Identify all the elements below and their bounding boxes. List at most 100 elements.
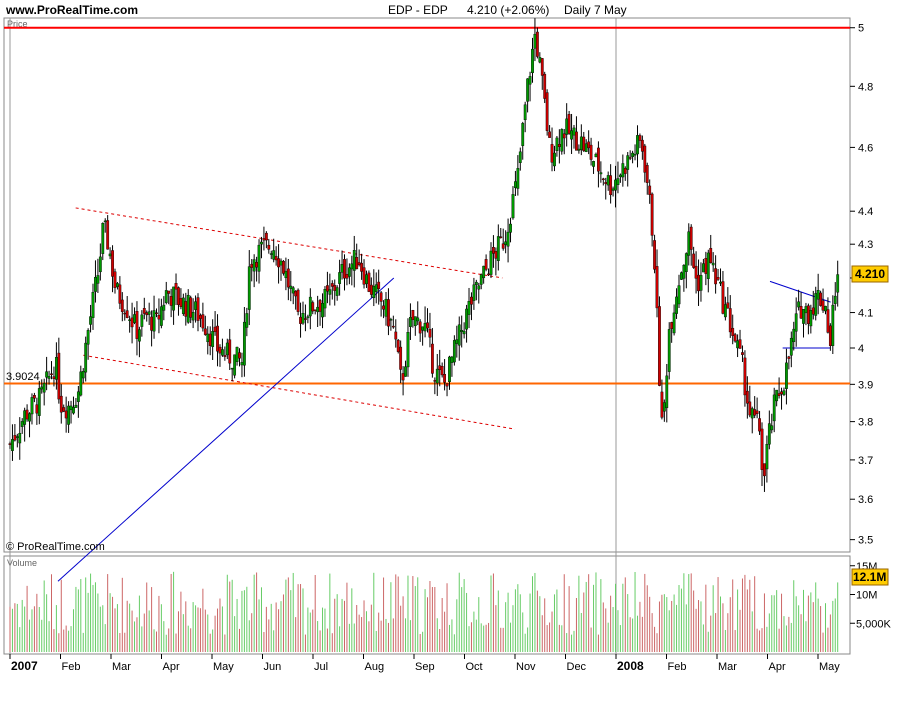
candle-body	[809, 310, 813, 327]
price-axis: 3.53.63.73.83.944.14.24.34.44.64.85	[850, 23, 873, 547]
candle-body	[54, 357, 58, 380]
candle-body	[211, 331, 215, 347]
svg-text:4.210: 4.210	[855, 267, 885, 281]
price-tick-label: 5	[858, 23, 864, 35]
candle-body	[582, 136, 586, 152]
candle-body	[787, 356, 791, 359]
candle-body	[531, 48, 534, 74]
candle-body	[369, 284, 373, 295]
candle-body	[484, 259, 488, 270]
candle-body	[421, 326, 425, 331]
candle-body	[84, 342, 88, 373]
candle-body	[785, 362, 788, 389]
candle-body	[423, 322, 427, 332]
candle-body	[741, 352, 744, 355]
candle-body	[8, 443, 12, 445]
candle-body	[387, 299, 390, 327]
candle-body	[470, 296, 473, 305]
candle-body	[62, 407, 66, 412]
price-tick-label: 4.6	[858, 142, 873, 154]
volume-bars	[9, 571, 839, 652]
candle-body	[15, 436, 19, 438]
candle-body	[445, 383, 449, 387]
candle-body	[589, 144, 593, 160]
candle-body	[706, 252, 710, 279]
candle-body	[560, 129, 564, 152]
price-tick-label: 3.6	[858, 494, 873, 506]
candle-body	[577, 148, 581, 151]
candle-body	[723, 304, 727, 318]
candle-body	[738, 339, 742, 349]
candle-body	[521, 123, 525, 146]
candle-body	[262, 238, 266, 241]
candle-body	[103, 220, 107, 223]
candle-body	[802, 309, 805, 324]
last-price-tag: 4.210	[851, 265, 889, 283]
candle-body	[255, 262, 258, 268]
candle-body	[101, 223, 105, 254]
copyright: © ProRealTime.com	[6, 541, 105, 553]
candle-body	[37, 388, 41, 416]
candle-body	[460, 330, 464, 332]
candle-body	[814, 293, 818, 316]
time-tick-label: Mar	[112, 661, 131, 673]
candle-body	[450, 356, 454, 363]
candle-body	[428, 328, 432, 338]
candle-body	[479, 274, 483, 285]
candle-body	[206, 333, 210, 343]
candle-body	[162, 304, 166, 311]
candle-body	[672, 312, 676, 334]
gridlines	[9, 18, 617, 654]
candle-body	[760, 428, 764, 470]
candle-body	[623, 168, 627, 174]
candle-body	[494, 251, 498, 259]
candle-body	[523, 104, 527, 121]
candle-body	[543, 73, 547, 99]
period-label: Daily 7 May	[564, 3, 627, 17]
candle-body	[557, 144, 561, 147]
candle-body	[626, 155, 630, 170]
candle-body	[213, 326, 217, 333]
candle-body	[269, 253, 273, 255]
price-tick-label: 3.7	[858, 455, 873, 467]
candle-body	[597, 147, 600, 172]
site-name[interactable]: www.ProRealTime.com	[5, 3, 138, 17]
candlesticks	[8, 18, 840, 492]
candle-body	[347, 267, 351, 277]
candle-body	[780, 391, 783, 395]
candle-body	[150, 316, 154, 331]
time-axis: 2007 Feb Mar Apr May Jun Jul Aug Sep Oct Nov Dec 200…	[9, 654, 840, 673]
candle-body	[638, 135, 642, 141]
candle-body	[306, 316, 310, 319]
candle-body	[69, 405, 73, 411]
candle-body	[426, 322, 429, 329]
candle-body	[411, 309, 415, 320]
candle-body	[289, 285, 293, 289]
candle-body	[555, 137, 559, 151]
candle-body	[374, 284, 378, 292]
candle-body	[457, 324, 461, 346]
candle-body	[189, 297, 193, 318]
candle-body	[599, 172, 603, 175]
candle-body	[155, 312, 158, 314]
candle-body	[128, 319, 132, 321]
candle-body	[30, 397, 34, 415]
candle-body	[264, 232, 268, 241]
candle-body	[770, 425, 774, 431]
candle-body	[763, 463, 766, 477]
candle-body	[140, 314, 144, 327]
candle-body	[662, 402, 666, 412]
candle-body	[330, 283, 334, 287]
candle-body	[465, 308, 468, 330]
candle-body	[389, 319, 393, 321]
candle-body	[45, 371, 49, 378]
channel-lower-trendline	[83, 354, 516, 430]
candle-body	[91, 292, 95, 318]
candle-body	[357, 262, 361, 266]
price-tick-label: 3.5	[858, 535, 873, 547]
candle-body	[106, 220, 110, 250]
candle-body	[797, 301, 801, 308]
candle-body	[274, 256, 278, 261]
candle-body	[94, 277, 97, 292]
